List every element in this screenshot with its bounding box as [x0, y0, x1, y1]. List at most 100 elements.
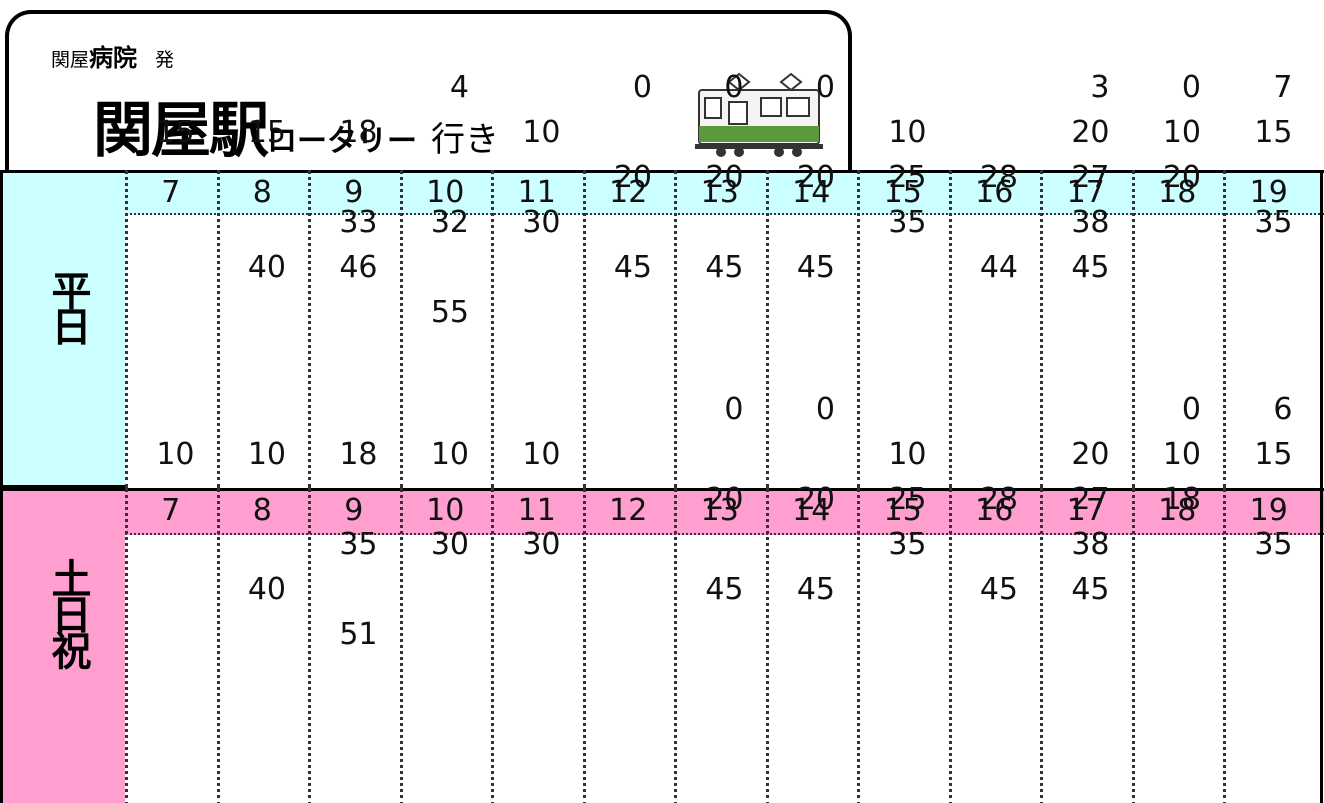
- minute: 45: [1071, 250, 1110, 285]
- hour-label: 13: [700, 493, 739, 528]
- column-line: [948, 488, 952, 803]
- minute: 38: [1071, 527, 1110, 562]
- minute: 10: [156, 437, 195, 472]
- hour-label: 8: [252, 493, 272, 528]
- column-line: [1131, 170, 1135, 488]
- hour-row: [125, 488, 1324, 535]
- header-box: 関屋病院発 関屋駅ロータリー 行き: [5, 10, 852, 180]
- destination-sub: ロータリー: [267, 124, 417, 159]
- hour-label: 7: [161, 493, 181, 528]
- minute: 32: [430, 205, 469, 240]
- minute: 45: [796, 250, 835, 285]
- minute: 45: [796, 572, 835, 607]
- column-line: [765, 488, 769, 803]
- origin-prefix: 関屋: [51, 49, 90, 71]
- hour-label: 13: [700, 175, 739, 210]
- minute: 55: [430, 295, 469, 330]
- minute: 20: [796, 482, 835, 517]
- hour-label: 17: [1066, 175, 1105, 210]
- minute: 15: [1254, 115, 1293, 150]
- column-line: [308, 170, 311, 488]
- hour-label: 10: [426, 493, 465, 528]
- column-line: [582, 488, 586, 803]
- hour-label: 12: [609, 493, 648, 528]
- minute: 28: [979, 160, 1018, 195]
- minute: 35: [1254, 205, 1293, 240]
- hour-label: 16: [975, 175, 1014, 210]
- minute: 20: [1071, 115, 1110, 150]
- minute: 44: [979, 250, 1018, 285]
- column-line: [1040, 488, 1043, 803]
- column-line: [948, 170, 952, 488]
- minute: 45: [613, 250, 652, 285]
- column-line: [399, 170, 403, 488]
- hour-label: 15: [883, 493, 922, 528]
- hour-label: 14: [792, 493, 831, 528]
- minute: 7: [1273, 70, 1293, 105]
- hour-label: 8: [252, 175, 272, 210]
- minute: 15: [247, 115, 286, 150]
- minute: 51: [339, 617, 378, 652]
- column-line: [765, 170, 769, 488]
- minute: 45: [1071, 572, 1110, 607]
- minute: 33: [339, 205, 378, 240]
- minute: 20: [1162, 160, 1201, 195]
- minute: 15: [1254, 437, 1293, 472]
- minute: 10: [522, 115, 561, 150]
- minute: 0: [724, 392, 744, 427]
- minute: 30: [522, 527, 561, 562]
- minute: 45: [705, 250, 744, 285]
- minute: 10: [888, 437, 927, 472]
- hour-label: 11: [517, 493, 556, 528]
- column-line: [1223, 170, 1226, 488]
- minute: 46: [339, 250, 378, 285]
- column-line: [399, 488, 403, 803]
- right-border: [1320, 170, 1323, 803]
- timetable: 平日 7 8 9 10 11 12 13 14 15 16 17 18 19 4 0 0 0 3 0 7 15 15 18 10…: [0, 73, 1324, 803]
- minute: 20: [796, 160, 835, 195]
- minute: 4: [449, 70, 469, 105]
- destination: 関屋駅: [93, 96, 269, 166]
- hour-label: 12: [609, 175, 648, 210]
- column-line: [1131, 488, 1135, 803]
- minute: 18: [339, 437, 378, 472]
- column-line: [674, 488, 677, 803]
- minute: 40: [247, 250, 286, 285]
- minute: 10: [1162, 437, 1201, 472]
- minute: 10: [247, 437, 286, 472]
- minute: 10: [522, 437, 561, 472]
- minute: 0: [815, 392, 835, 427]
- destination-line: 関屋駅ロータリー 行き: [93, 82, 499, 169]
- minute: 15: [156, 115, 195, 150]
- minute: 30: [522, 205, 561, 240]
- minute: 45: [705, 572, 744, 607]
- column-line: [125, 170, 128, 488]
- minute: 10: [1162, 115, 1201, 150]
- minute: 10: [888, 115, 927, 150]
- column-line: [308, 488, 311, 803]
- column-line: [491, 488, 494, 803]
- minute: 20: [613, 160, 652, 195]
- minute: 0: [632, 70, 652, 105]
- minute: 20: [705, 160, 744, 195]
- minute: 28: [979, 482, 1018, 517]
- minute: 35: [1254, 527, 1293, 562]
- minute: 18: [1162, 482, 1201, 517]
- minute: 20: [1071, 437, 1110, 472]
- minute: 30: [430, 527, 469, 562]
- column-line: [1223, 488, 1226, 803]
- column-line: [582, 170, 586, 488]
- origin: 関屋病院発: [51, 38, 174, 73]
- hour-label: 18: [1158, 175, 1197, 210]
- minute: 3: [1090, 70, 1110, 105]
- section-label-cell: [0, 488, 125, 803]
- minute: 0: [815, 70, 835, 105]
- hour-label: 7: [161, 175, 181, 210]
- section-label-cell: [0, 170, 125, 488]
- minute: 45: [979, 572, 1018, 607]
- column-line: [857, 170, 860, 488]
- minute: 25: [888, 160, 927, 195]
- minute: 25: [888, 482, 927, 517]
- minute: 38: [1071, 205, 1110, 240]
